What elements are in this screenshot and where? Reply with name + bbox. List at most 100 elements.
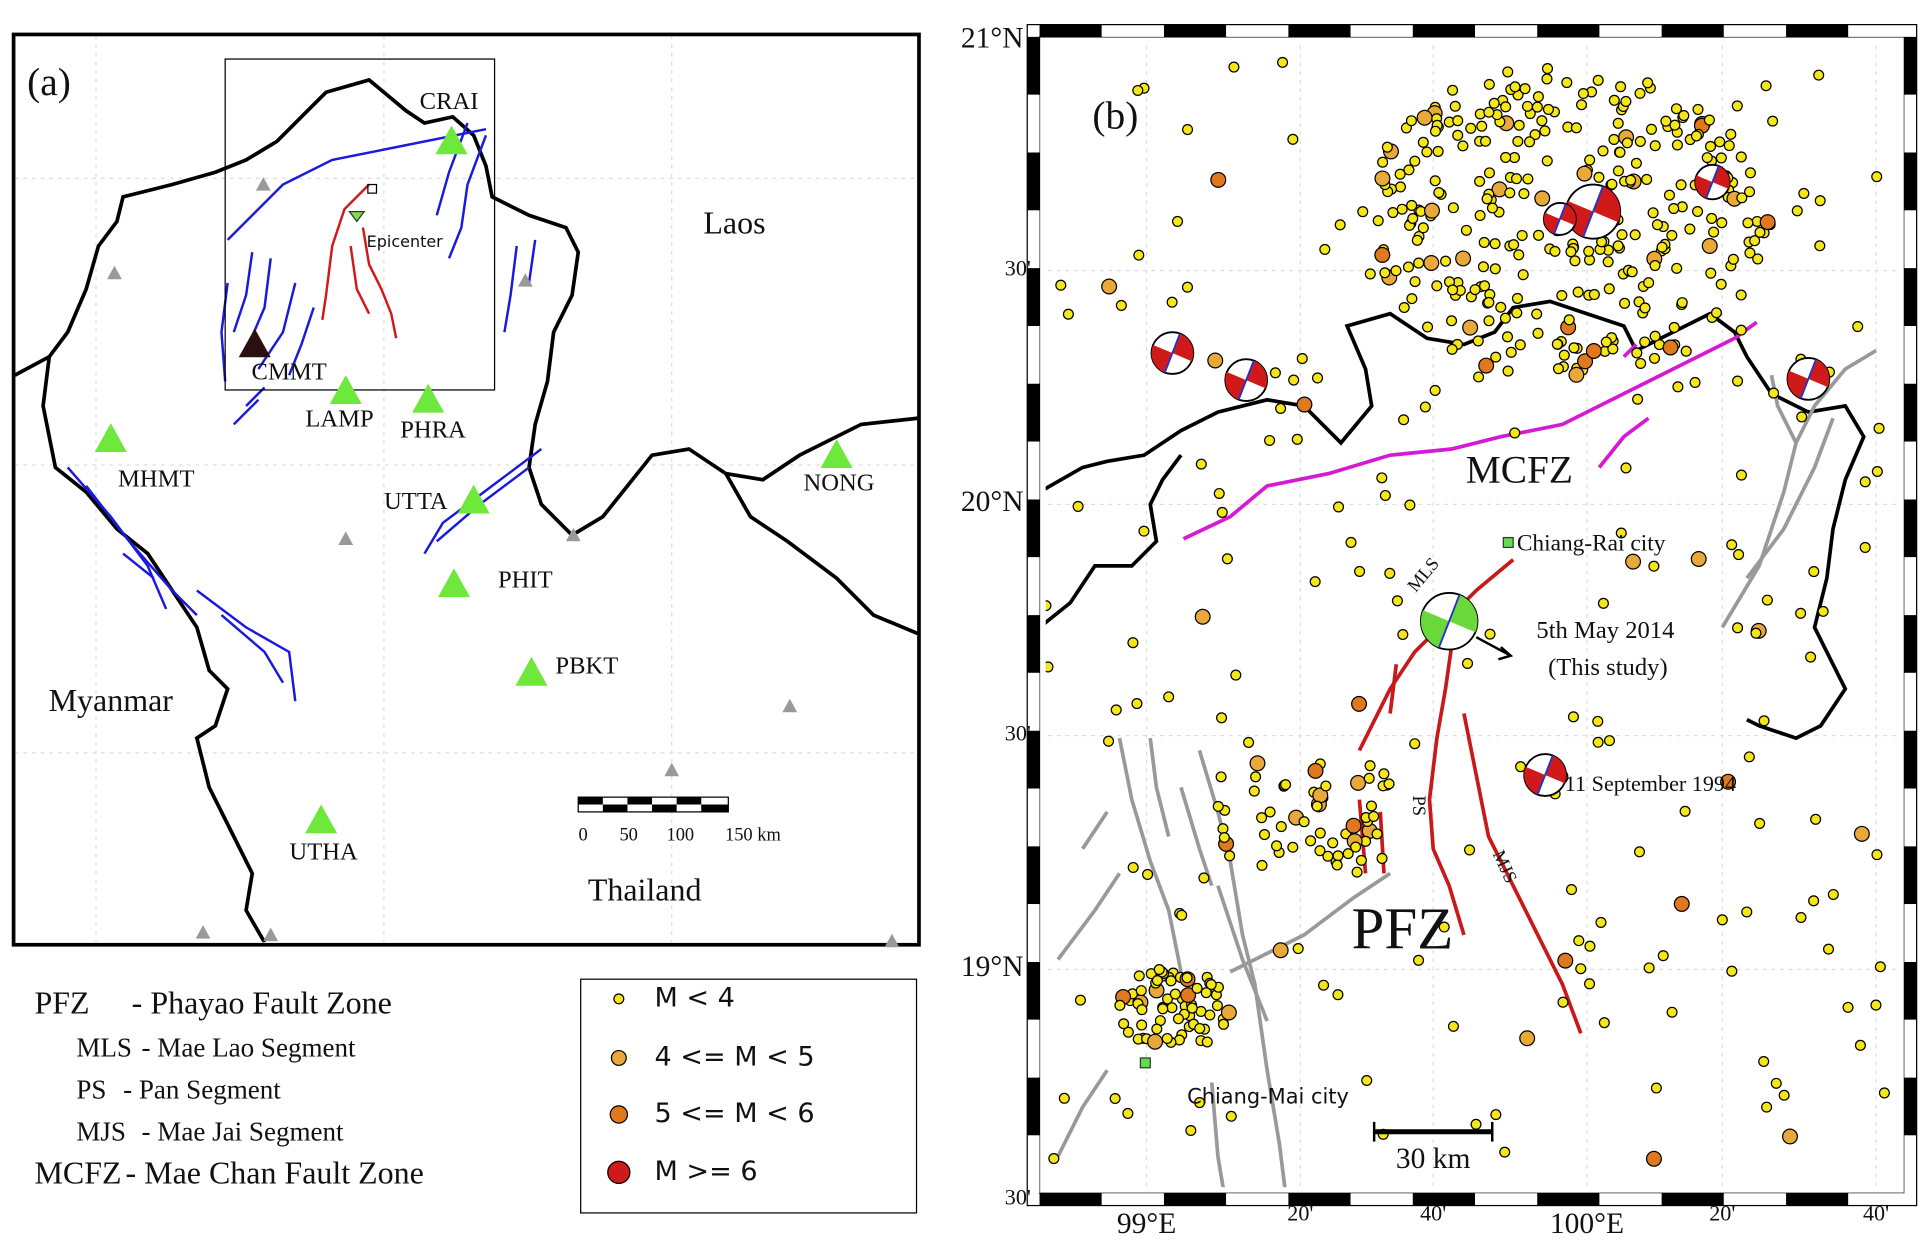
event-label: 5th May 2014	[1536, 617, 1674, 644]
earthquake	[1447, 284, 1459, 296]
earthquake	[1455, 250, 1472, 267]
earthquake	[1417, 222, 1429, 234]
earthquake	[1460, 224, 1472, 236]
earthquake	[1449, 100, 1461, 112]
nodal-plane	[1799, 359, 1817, 399]
earthquake	[1597, 145, 1609, 157]
earthquake	[1725, 128, 1737, 140]
earthquake	[1716, 217, 1728, 229]
earthquake	[1607, 343, 1619, 355]
earthquake	[1490, 1109, 1502, 1121]
earthquake	[1477, 261, 1489, 273]
earthquake	[1215, 771, 1227, 783]
earthquake	[1495, 301, 1507, 313]
earthquake	[1322, 850, 1334, 862]
earthquake	[1483, 296, 1495, 309]
earthquake	[1513, 119, 1525, 131]
earthquake	[1731, 100, 1743, 112]
earthquake	[1585, 343, 1602, 360]
earthquake	[1045, 661, 1054, 673]
earthquake	[1634, 87, 1646, 99]
earthquake	[1645, 1150, 1662, 1167]
earthquake	[1204, 1009, 1216, 1021]
earthquake	[1127, 861, 1139, 874]
earthquake	[1422, 321, 1434, 333]
earthquake	[1714, 136, 1726, 148]
earthquake	[1351, 695, 1368, 712]
lon-tick-label: 20'	[1709, 1200, 1735, 1225]
earthquake	[1735, 289, 1747, 301]
earthquake	[1521, 100, 1534, 112]
legend-abbr: MCFZ	[34, 1155, 121, 1190]
earthquake	[1583, 245, 1595, 257]
earthquake	[1666, 229, 1678, 241]
earthquake	[1684, 223, 1696, 235]
earthquake	[1269, 367, 1281, 379]
earthquake	[1243, 736, 1255, 748]
earthquake	[1213, 487, 1225, 500]
earthquake	[1754, 817, 1766, 829]
earthquake	[1478, 357, 1495, 374]
earthquake	[1194, 608, 1211, 625]
earthquake	[1182, 124, 1194, 136]
earthquake	[1479, 280, 1491, 292]
station-label: UTHA	[289, 838, 358, 865]
earthquake	[1518, 188, 1530, 200]
earthquake	[1357, 206, 1369, 218]
earthquake	[1127, 637, 1139, 649]
earthquake	[1612, 165, 1624, 177]
earthquake	[1519, 1030, 1536, 1047]
legend-text: M >= 6	[654, 1156, 757, 1187]
earthquake	[1132, 84, 1144, 97]
earthquake	[1754, 226, 1766, 238]
earthquake	[1332, 850, 1344, 862]
earthquake	[1735, 469, 1747, 481]
earthquake	[1417, 136, 1429, 148]
place-label: Chiang-Mai city	[1187, 1084, 1349, 1108]
station-label: PHIT	[498, 567, 553, 594]
earthquake	[1669, 119, 1681, 131]
earthquake	[1230, 669, 1242, 681]
country-label: Laos	[703, 206, 765, 241]
earthquake	[1377, 156, 1389, 168]
earthquake	[1536, 115, 1548, 127]
earthquake	[1608, 94, 1620, 106]
earthquake	[1296, 396, 1313, 413]
earthquake	[1499, 312, 1511, 324]
earthquake	[1690, 130, 1702, 142]
earthquake	[1500, 151, 1512, 163]
earthquake	[1568, 366, 1585, 383]
scale-label: 30 km	[1396, 1143, 1471, 1175]
earthquake	[1577, 353, 1594, 370]
minor-station	[263, 927, 279, 942]
minor-station	[884, 933, 900, 948]
earthquake	[1676, 297, 1688, 309]
legend-abbr: PS	[76, 1075, 106, 1105]
earthquake	[1822, 943, 1835, 955]
earthquake	[1615, 81, 1627, 93]
nodal-plane	[1536, 755, 1554, 795]
earthquake	[1641, 173, 1653, 185]
minor-station	[195, 925, 211, 939]
earthquake	[1827, 888, 1839, 901]
earthquake	[1692, 103, 1704, 115]
earthquake	[1619, 297, 1631, 309]
panel-label: (a)	[27, 60, 71, 104]
earthquake	[1374, 170, 1391, 187]
earthquake	[1314, 845, 1326, 857]
earthquake	[1381, 141, 1393, 153]
station-label: UTTA	[384, 488, 448, 515]
earthquake	[1782, 1128, 1799, 1145]
earthquake	[1749, 235, 1761, 247]
earthquake	[1592, 74, 1604, 86]
earthquake	[1626, 266, 1638, 278]
earthquake	[1292, 943, 1304, 955]
earthquake	[1584, 978, 1596, 990]
earthquake	[1055, 279, 1067, 291]
earthquake	[1750, 627, 1762, 639]
earthquake	[1758, 1055, 1770, 1068]
country-label: Thailand	[588, 872, 702, 907]
earthquake	[1462, 319, 1479, 336]
earthquake	[1287, 133, 1299, 145]
earthquake	[1138, 525, 1150, 537]
